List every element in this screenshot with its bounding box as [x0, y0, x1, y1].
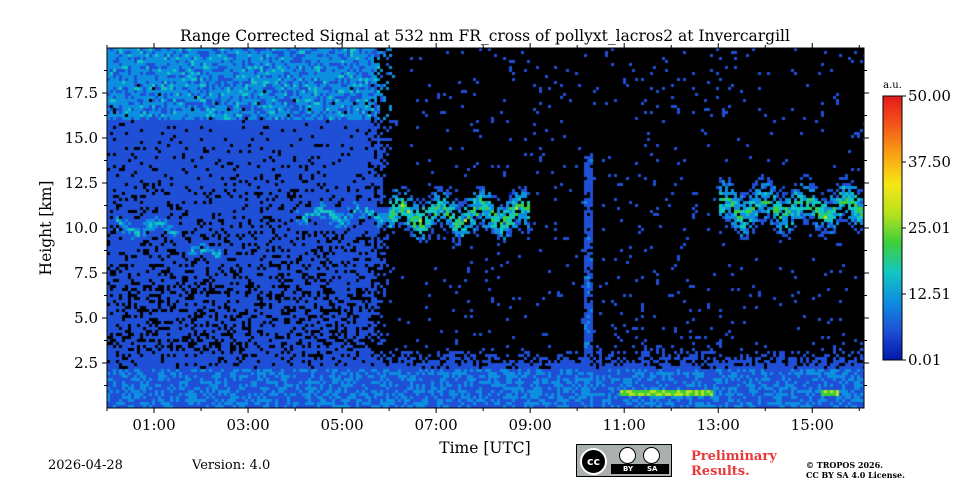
preliminary-line-2: Results. [691, 464, 750, 479]
colorbar-unit: a.u. [883, 80, 902, 91]
colorbar-tick-label: 25.01 [908, 219, 951, 237]
copyright-line-1: © TROPOS 2026. [806, 460, 883, 470]
heatmap-layer [107, 48, 864, 408]
heatmap-raster [107, 48, 864, 408]
preliminary-line-1: Preliminary [691, 449, 777, 464]
x-tick-label: 09:00 [509, 416, 552, 434]
colorbar-tick-label: 37.50 [908, 153, 951, 171]
x-tick-label: 03:00 [226, 416, 269, 434]
y-axis: 2.5 5.0 7.5 10.0 12.5 15.0 17.5 [65, 70, 869, 386]
cc-badge-strip: BY SA [611, 464, 669, 474]
y-tick-label: 10.0 [65, 219, 98, 237]
chart-title: Range Corrected Signal at 532 nm FR_cros… [180, 27, 790, 45]
copyright-note: © TROPOS 2026. CC BY SA 4.0 License. [806, 460, 905, 480]
preliminary-note: Preliminary Results. [691, 449, 777, 479]
cc-logo-icon: cc [580, 448, 607, 475]
colorbar-tick-label: 0.01 [908, 351, 941, 369]
y-tick-label: 5.0 [74, 309, 98, 327]
cc-sa-text: SA [647, 465, 658, 473]
x-tick-label: 07:00 [415, 416, 458, 434]
share-alike-icon [643, 447, 660, 464]
x-tick-label: 13:00 [697, 416, 740, 434]
cc-by-text: BY [623, 465, 634, 473]
y-tick-label: 15.0 [65, 129, 98, 147]
colorbar-gradient [882, 95, 903, 361]
y-tick-label: 12.5 [65, 174, 98, 192]
attribution-icon [619, 447, 636, 464]
y-axis-label: Height [km] [37, 181, 55, 276]
x-tick-label: 01:00 [132, 416, 175, 434]
y-tick-label: 2.5 [74, 354, 98, 372]
x-axis-label: Time [UTC] [439, 439, 530, 457]
copyright-line-2: CC BY SA 4.0 License. [806, 470, 905, 480]
x-tick-label: 11:00 [603, 416, 646, 434]
colorbar-tick-label: 50.00 [908, 87, 951, 105]
colorbar-tick-label: 12.51 [908, 285, 951, 303]
x-tick-label: 15:00 [791, 416, 834, 434]
x-axis: 01:00 03:00 05:00 07:00 09:00 11:00 13:00 15:00 [106, 43, 860, 434]
y-tick-label: 17.5 [65, 84, 98, 102]
footer-date: 2026-04-28 [48, 458, 123, 473]
cc-license-badge: cc BY SA [576, 444, 672, 477]
colorbar: a.u. 0.01 12.51 25.01 37.50 50.00 [882, 80, 951, 369]
y-tick-label: 7.5 [74, 264, 98, 282]
footer-version: Version: 4.0 [192, 458, 271, 473]
x-tick-label: 05:00 [320, 416, 363, 434]
